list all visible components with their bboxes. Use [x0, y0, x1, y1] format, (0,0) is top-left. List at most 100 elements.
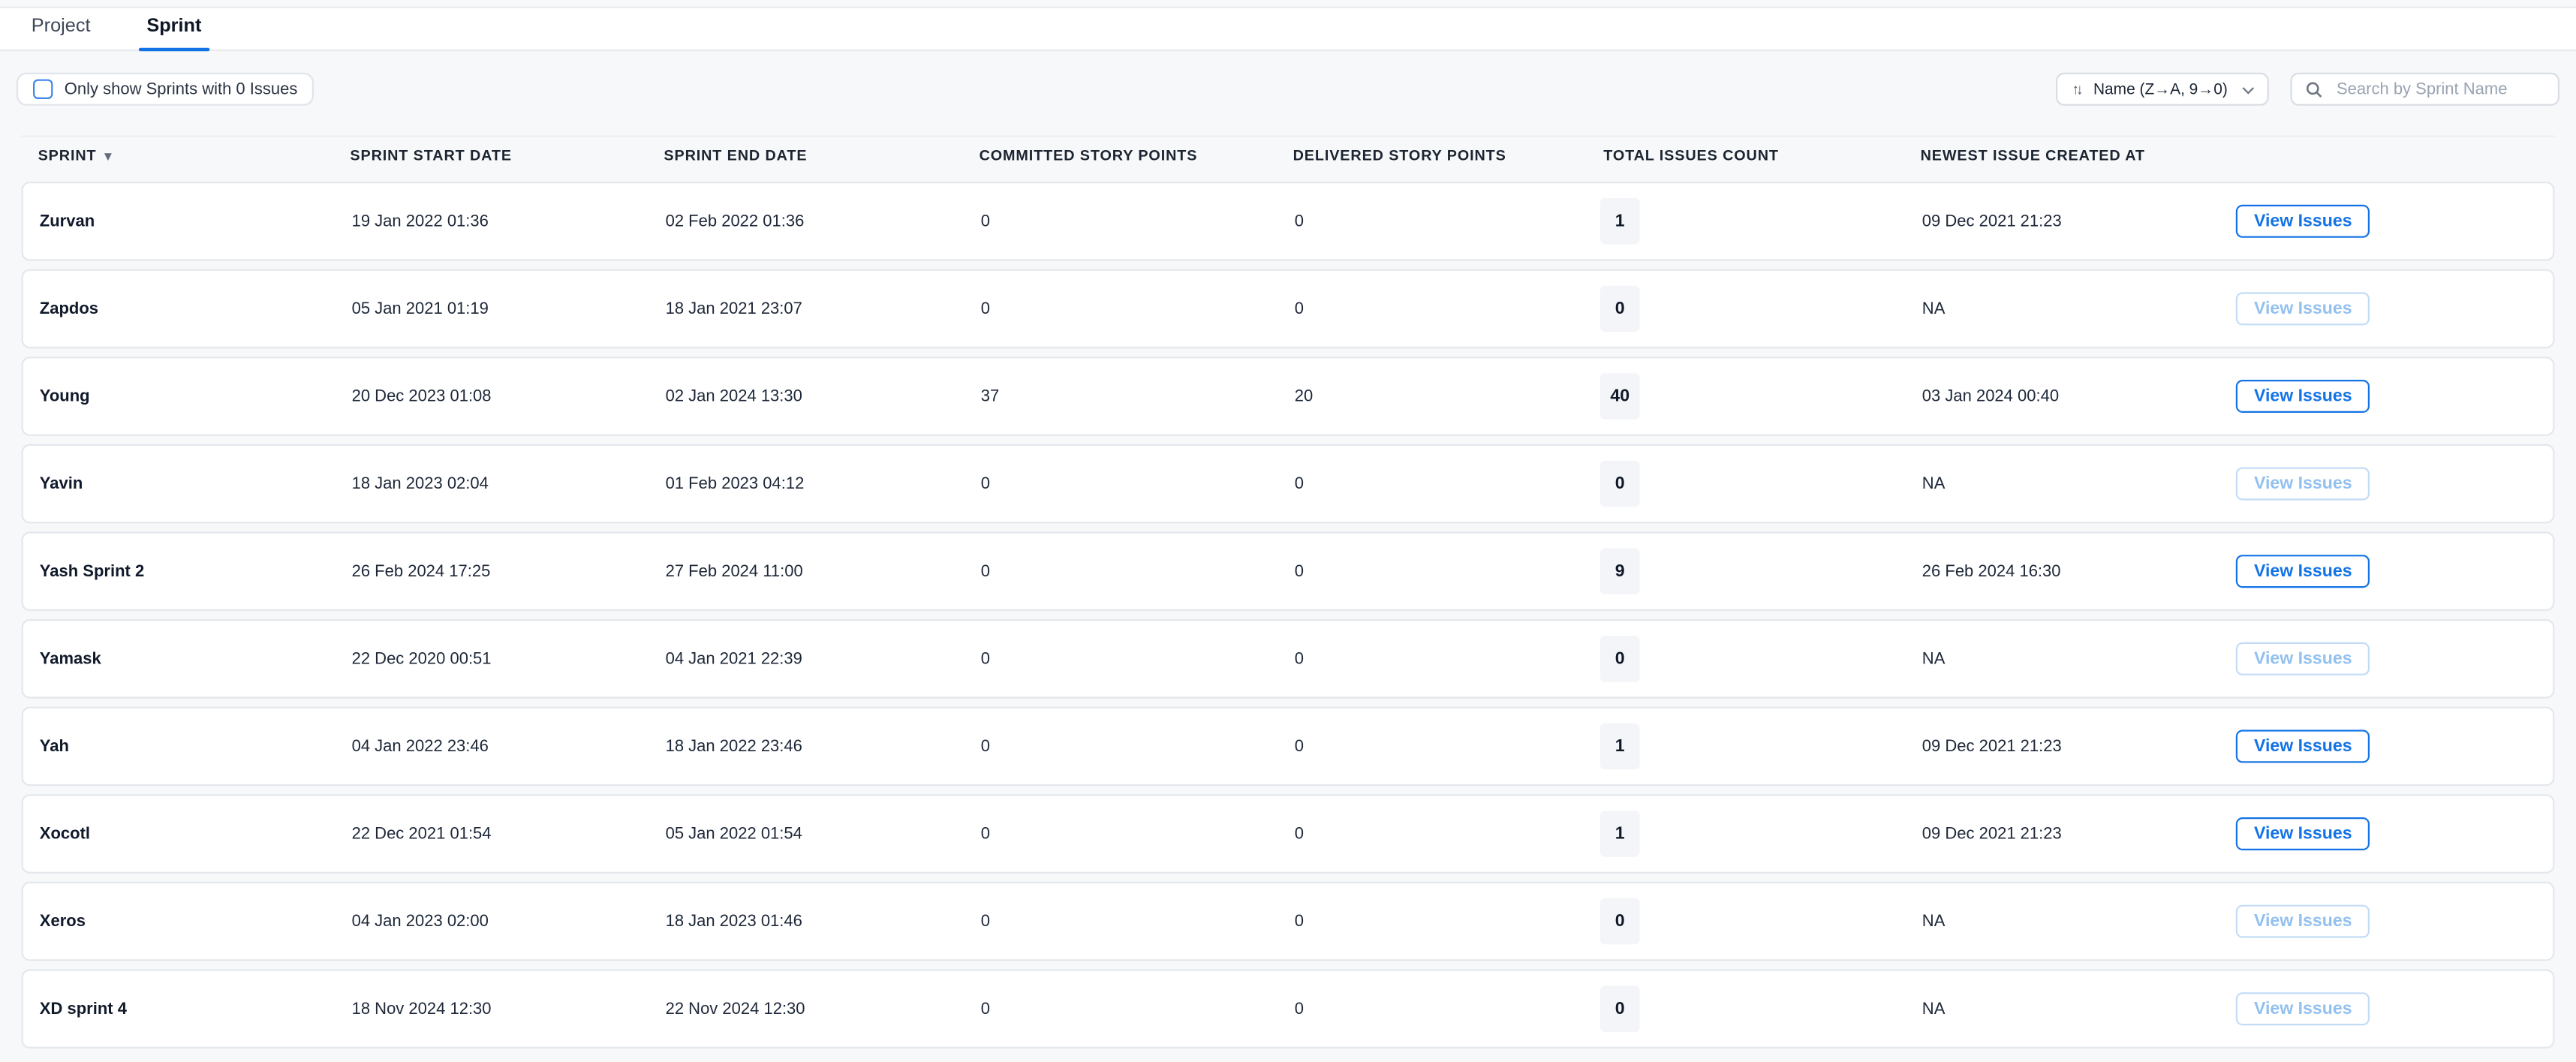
sprint-start-date: 18 Jan 2023 02:04 — [351, 474, 489, 493]
sprint-end-date: 02 Feb 2022 01:36 — [665, 212, 805, 230]
sprint-name: Zapdos — [39, 299, 99, 318]
row-actions: View Issues — [2235, 730, 2553, 763]
total-issues-badge: 9 — [1599, 548, 1640, 594]
header-delivered-points: Delivered Story Points — [1293, 146, 1506, 164]
sprint-name: Yamask — [39, 649, 101, 668]
newest-issue-created-at: NA — [1921, 474, 1946, 493]
newest-issue-created-at: NA — [1921, 1000, 1946, 1018]
view-issues-button[interactable]: View Issues — [2235, 817, 2370, 850]
total-issues-badge: 0 — [1599, 460, 1640, 507]
sprint-name: Xocotl — [39, 824, 91, 844]
total-issues-cell: 0 — [1599, 460, 1921, 507]
view-issues-button[interactable]: View Issues — [2235, 904, 2370, 938]
total-issues-badge: 1 — [1599, 811, 1640, 857]
sort-dropdown-value: Name (Z→A, 9→0) — [2093, 80, 2228, 98]
delivered-story-points: 20 — [1294, 387, 1314, 406]
header-total-issues: Total Issues Count — [1603, 146, 1779, 164]
view-issues-button[interactable]: View Issues — [2235, 730, 2370, 763]
total-issues-badge: 0 — [1599, 985, 1640, 1032]
sprint-start-date: 04 Jan 2022 23:46 — [351, 737, 489, 756]
zero-issues-filter[interactable]: Only show Sprints with 0 Issues — [17, 72, 314, 106]
row-actions: View Issues — [2235, 292, 2553, 326]
total-issues-cell: 1 — [1599, 723, 1921, 770]
total-issues-cell: 40 — [1599, 373, 1921, 420]
table-header: Sprint ▾ Sprint Start Date Sprint End Da… — [21, 135, 2555, 173]
table-row: Zapdos 05 Jan 2021 01:19 18 Jan 2021 23:… — [21, 269, 2555, 349]
row-actions: View Issues — [2235, 380, 2553, 413]
newest-issue-created-at: NA — [1921, 649, 1946, 668]
table-row: Xocotl 22 Dec 2021 01:54 05 Jan 2022 01:… — [21, 794, 2555, 874]
total-issues-cell: 0 — [1599, 285, 1921, 332]
committed-story-points: 37 — [980, 387, 1000, 406]
sprint-end-date: 04 Jan 2021 22:39 — [665, 649, 802, 668]
search-input[interactable] — [2333, 78, 2545, 101]
row-actions: View Issues — [2235, 555, 2553, 588]
sprint-start-date: 26 Feb 2024 17:25 — [351, 562, 491, 581]
committed-story-points: 0 — [980, 212, 991, 230]
sprint-start-date: 19 Jan 2022 01:36 — [351, 212, 489, 230]
table-row: Zurvan 19 Jan 2022 01:36 02 Feb 2022 01:… — [21, 182, 2555, 261]
newest-issue-created-at: 26 Feb 2024 16:30 — [1921, 562, 2061, 581]
total-issues-cell: 0 — [1599, 985, 1921, 1032]
tab-project[interactable]: Project — [31, 17, 91, 37]
header-newest-issue: Newest Issue Created At — [1920, 146, 2145, 164]
header-end-date: Sprint End Date — [664, 146, 808, 164]
view-issues-button[interactable]: View Issues — [2235, 555, 2370, 588]
committed-story-points: 0 — [980, 562, 991, 581]
view-issues-button[interactable]: View Issues — [2235, 204, 2370, 238]
total-issues-cell: 0 — [1599, 898, 1921, 945]
sprint-name: Young — [39, 387, 90, 406]
view-issues-button[interactable]: View Issues — [2235, 292, 2370, 326]
sprint-name: Yavin — [39, 474, 83, 493]
view-issues-button[interactable]: View Issues — [2235, 642, 2370, 675]
row-actions: View Issues — [2235, 467, 2553, 501]
sort-dropdown[interactable]: ↑↓ Name (Z→A, 9→0) — [2055, 72, 2269, 106]
table-row: Yavin 18 Jan 2023 02:04 01 Feb 2023 04:1… — [21, 444, 2555, 524]
sprint-name: Xeros — [39, 912, 86, 931]
sprint-end-date: 27 Feb 2024 11:00 — [665, 562, 803, 581]
tab-sprint[interactable]: Sprint — [138, 17, 210, 52]
delivered-story-points: 0 — [1294, 299, 1305, 318]
sprint-start-date: 18 Nov 2024 12:30 — [351, 1000, 492, 1018]
total-issues-badge: 0 — [1599, 898, 1640, 945]
table-row: Yamask 22 Dec 2020 00:51 04 Jan 2021 22:… — [21, 619, 2555, 699]
zero-issues-checkbox[interactable] — [33, 79, 53, 99]
delivered-story-points: 0 — [1294, 562, 1305, 581]
view-issues-button[interactable]: View Issues — [2235, 467, 2370, 501]
sprint-start-date: 22 Dec 2021 01:54 — [351, 824, 492, 844]
table-row: XD sprint 4 18 Nov 2024 12:30 22 Nov 202… — [21, 969, 2555, 1048]
sprint-end-date: 02 Jan 2024 13:30 — [665, 387, 802, 406]
total-issues-badge: 1 — [1599, 723, 1640, 770]
right-tools: ↑↓ Name (Z→A, 9→0) — [2055, 72, 2559, 106]
sort-desc-caret-icon: ▾ — [104, 147, 113, 163]
table-row: Yash Sprint 2 26 Feb 2024 17:25 27 Feb 2… — [21, 531, 2555, 611]
sprint-end-date: 18 Jan 2022 23:46 — [665, 737, 802, 756]
newest-issue-created-at: 09 Dec 2021 21:23 — [1921, 824, 2062, 844]
row-actions: View Issues — [2235, 204, 2553, 238]
header-sprint[interactable]: Sprint ▾ — [38, 147, 351, 164]
view-issues-button[interactable]: View Issues — [2235, 380, 2370, 413]
newest-issue-created-at: 03 Jan 2024 00:40 — [1921, 387, 2060, 406]
delivered-story-points: 0 — [1294, 912, 1305, 931]
sprint-start-date: 20 Dec 2023 01:08 — [351, 387, 492, 406]
sprint-end-date: 18 Jan 2023 01:46 — [665, 912, 802, 931]
total-issues-badge: 40 — [1599, 373, 1640, 420]
sprint-name: Yah — [39, 737, 69, 756]
committed-story-points: 0 — [980, 474, 991, 493]
delivered-story-points: 0 — [1294, 1000, 1305, 1018]
delivered-story-points: 0 — [1294, 824, 1305, 844]
total-issues-cell: 1 — [1599, 198, 1921, 245]
table-row: Xeros 04 Jan 2023 02:00 18 Jan 2023 01:4… — [21, 881, 2555, 961]
sprint-end-date: 05 Jan 2022 01:54 — [665, 824, 802, 844]
sprint-start-date: 05 Jan 2021 01:19 — [351, 299, 489, 318]
sprint-name: Zurvan — [39, 212, 95, 230]
total-issues-cell: 9 — [1599, 548, 1921, 594]
sprint-end-date: 01 Feb 2023 04:12 — [665, 474, 805, 493]
sprint-rows: Zurvan 19 Jan 2022 01:36 02 Feb 2022 01:… — [21, 182, 2555, 1048]
newest-issue-created-at: 09 Dec 2021 21:23 — [1921, 212, 2062, 230]
view-issues-button[interactable]: View Issues — [2235, 992, 2370, 1026]
committed-story-points: 0 — [980, 737, 991, 756]
chevron-down-icon — [2242, 81, 2255, 94]
total-issues-cell: 1 — [1599, 811, 1921, 857]
